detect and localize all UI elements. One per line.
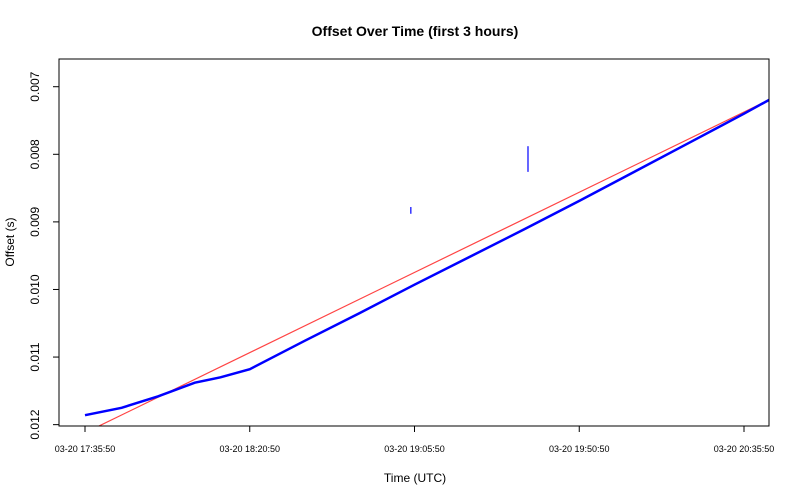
x-tick-label: 03-20 19:05:50 [384,444,445,454]
y-tick-label: 0.010 [28,274,42,304]
y-tick-label: 0.012 [28,409,42,439]
y-tick-label: 0.009 [28,207,42,237]
y-tick-label: 0.007 [28,71,42,101]
x-tick-label: 03-20 19:50:50 [549,444,610,454]
x-tick-label: 03-20 20:35:50 [714,444,775,454]
x-axis: 03-20 17:35:50 03-20 18:20:50 03-20 19:05:… [55,425,775,454]
series-line-offset [84,98,769,417]
plot-frame [58,58,770,427]
y-tick-label: 0.008 [28,139,42,169]
x-tick-label: 03-20 17:35:50 [55,444,116,454]
chart-title: Offset Over Time (first 3 hours) [312,23,519,39]
x-axis-label: Time (UTC) [384,471,446,485]
x-tick-label: 03-20 18:20:50 [219,444,280,454]
y-axis: 0.007 0.008 0.009 0.010 0.011 0.012 [28,71,60,440]
series-line-trend [97,99,769,426]
y-axis-label: Offset (s) [3,217,17,266]
y-tick-label: 0.011 [28,342,42,371]
series-layer [84,98,769,426]
